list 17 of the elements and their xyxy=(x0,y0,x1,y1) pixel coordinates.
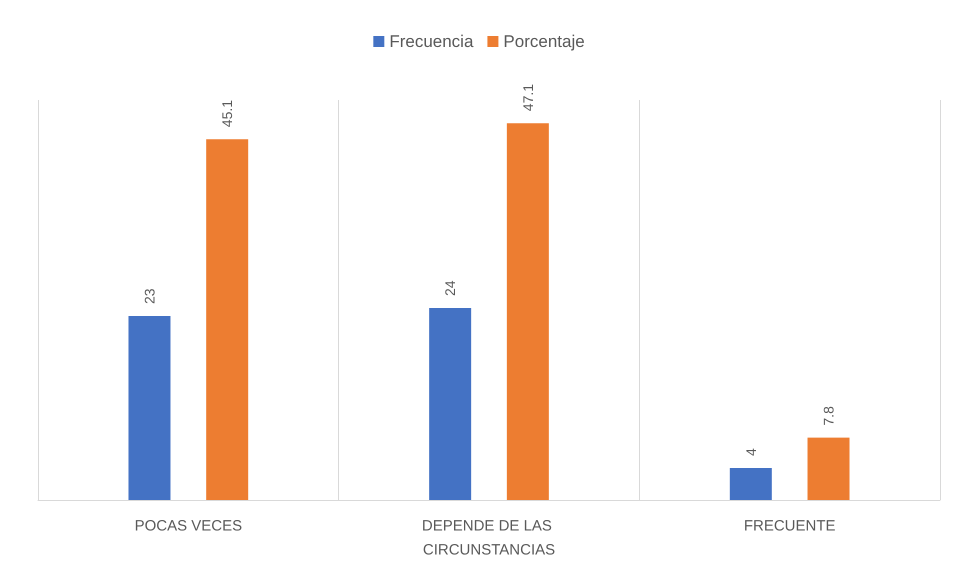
x-tick-label: DEPENDE DE LAS CIRCUNSTANCIAS xyxy=(422,518,556,558)
bar xyxy=(128,316,170,500)
bar xyxy=(730,468,772,500)
data-label: 7.8 xyxy=(820,406,837,426)
x-tick-label: POCAS VECES xyxy=(134,518,242,534)
bar xyxy=(808,438,850,500)
data-label: 4 xyxy=(742,448,759,456)
x-tick-label: FRECUENTE xyxy=(744,518,836,534)
bar xyxy=(429,308,472,500)
legend-label: Frecuencia xyxy=(389,32,474,51)
bar xyxy=(206,139,248,500)
data-label: 24 xyxy=(442,280,458,296)
bar xyxy=(506,123,549,500)
legend-label: Porcentaje xyxy=(503,32,585,51)
data-label: 23 xyxy=(141,288,158,304)
data-label: 47.1 xyxy=(520,84,536,112)
data-label: 45.1 xyxy=(219,100,236,128)
